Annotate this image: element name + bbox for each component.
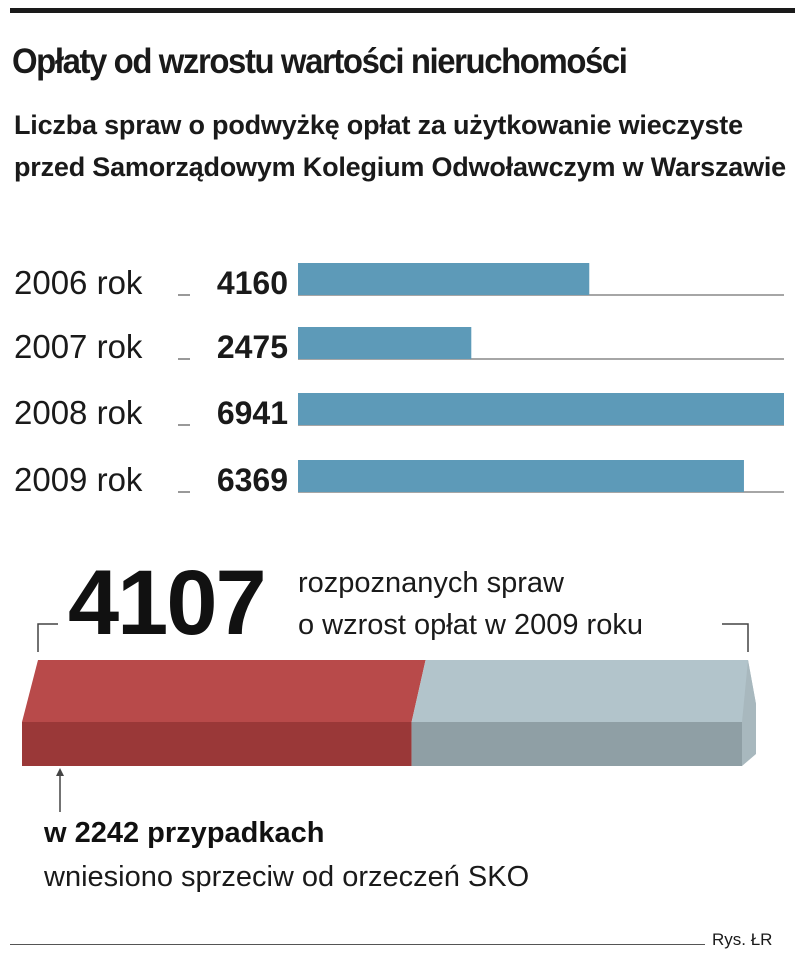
segment-other-side	[742, 660, 756, 766]
value-label: 6941	[217, 395, 288, 431]
bar	[298, 460, 744, 492]
row-label: 2006 rok	[14, 264, 143, 301]
segment-sprzeciw-front	[22, 722, 412, 766]
segment-other-top	[411, 660, 756, 722]
annotation-bold: w 2242 przypadkach	[43, 817, 324, 849]
value-label: 6369	[217, 462, 288, 498]
chart-title: Opłaty od wzrostu wartości nieruchomości	[12, 42, 628, 81]
row-label: 2007 rok	[14, 328, 143, 365]
bracket-right	[722, 623, 749, 652]
annotation-text: wniesiono sprzeciw od orzeczeń SKO	[43, 861, 529, 893]
top-rule	[10, 8, 795, 13]
total-number: 4107	[68, 552, 265, 654]
bar	[298, 263, 590, 295]
value-label: 4160	[217, 265, 288, 301]
bar	[298, 393, 784, 425]
annotation-arrowhead	[56, 768, 64, 776]
bracket-left	[37, 623, 58, 652]
segment-sprzeciw-top	[22, 660, 426, 722]
bar	[298, 327, 472, 359]
row-label: 2009 rok	[14, 461, 143, 498]
row-label: 2008 rok	[14, 394, 143, 431]
value-label: 2475	[217, 329, 288, 365]
footer-rule	[10, 944, 705, 945]
total-caption-line1: rozpoznanych spraw	[298, 567, 565, 599]
credit-label: Rys. ŁR	[712, 930, 773, 949]
chart-subtitle: Liczba spraw o podwyżkę opłat za użytkow…	[14, 110, 786, 182]
total-caption-line2: o wzrost opłat w 2009 roku	[298, 609, 643, 641]
segment-other-front	[411, 722, 742, 766]
